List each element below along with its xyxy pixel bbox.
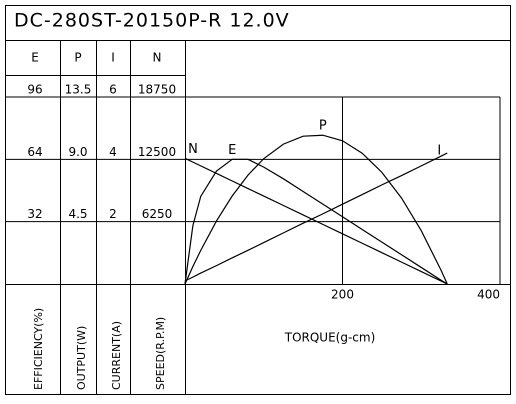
y-tick-label: 64	[27, 145, 42, 159]
curve	[184, 134, 448, 285]
column-header: N	[153, 51, 162, 65]
column-header: P	[74, 51, 81, 65]
axis-label: EFFICIENCY(%)	[32, 308, 45, 390]
curve	[184, 157, 448, 285]
y-tick-label: 4.5	[68, 207, 87, 221]
axis-label: CURRENT(A)	[110, 321, 123, 390]
y-tick-label: 6	[109, 83, 117, 97]
curve	[184, 152, 448, 282]
axis-label: SPEED(R.P.M)	[154, 317, 167, 390]
curve-label: E	[228, 143, 236, 158]
frame	[5, 5, 511, 395]
x-axis-label: TORQUE(g-cm)	[284, 331, 376, 345]
axis-label: OUTPUT(W)	[75, 326, 88, 390]
column-header: E	[31, 51, 39, 65]
x-tick-label: 200	[331, 288, 354, 302]
y-tick-label: 18750	[138, 83, 176, 97]
y-tick-label: 32	[27, 207, 42, 221]
curve-label: N	[188, 142, 198, 157]
y-tick-label: 12500	[138, 145, 176, 159]
y-tick-label: 96	[27, 83, 42, 97]
chart-title: DC-280ST-20150P-R 12.0V	[14, 10, 290, 32]
curve	[184, 158, 448, 285]
curve-label: I	[437, 144, 441, 159]
y-tick-label: 13.5	[65, 83, 92, 97]
y-tick-label: 9.0	[68, 145, 87, 159]
y-tick-label: 2	[109, 207, 117, 221]
y-tick-label: 4	[109, 145, 117, 159]
y-tick-label: 6250	[142, 207, 173, 221]
column-header: I	[111, 51, 115, 65]
curve-label: P	[319, 119, 327, 134]
x-tick-label: 400	[477, 288, 500, 302]
